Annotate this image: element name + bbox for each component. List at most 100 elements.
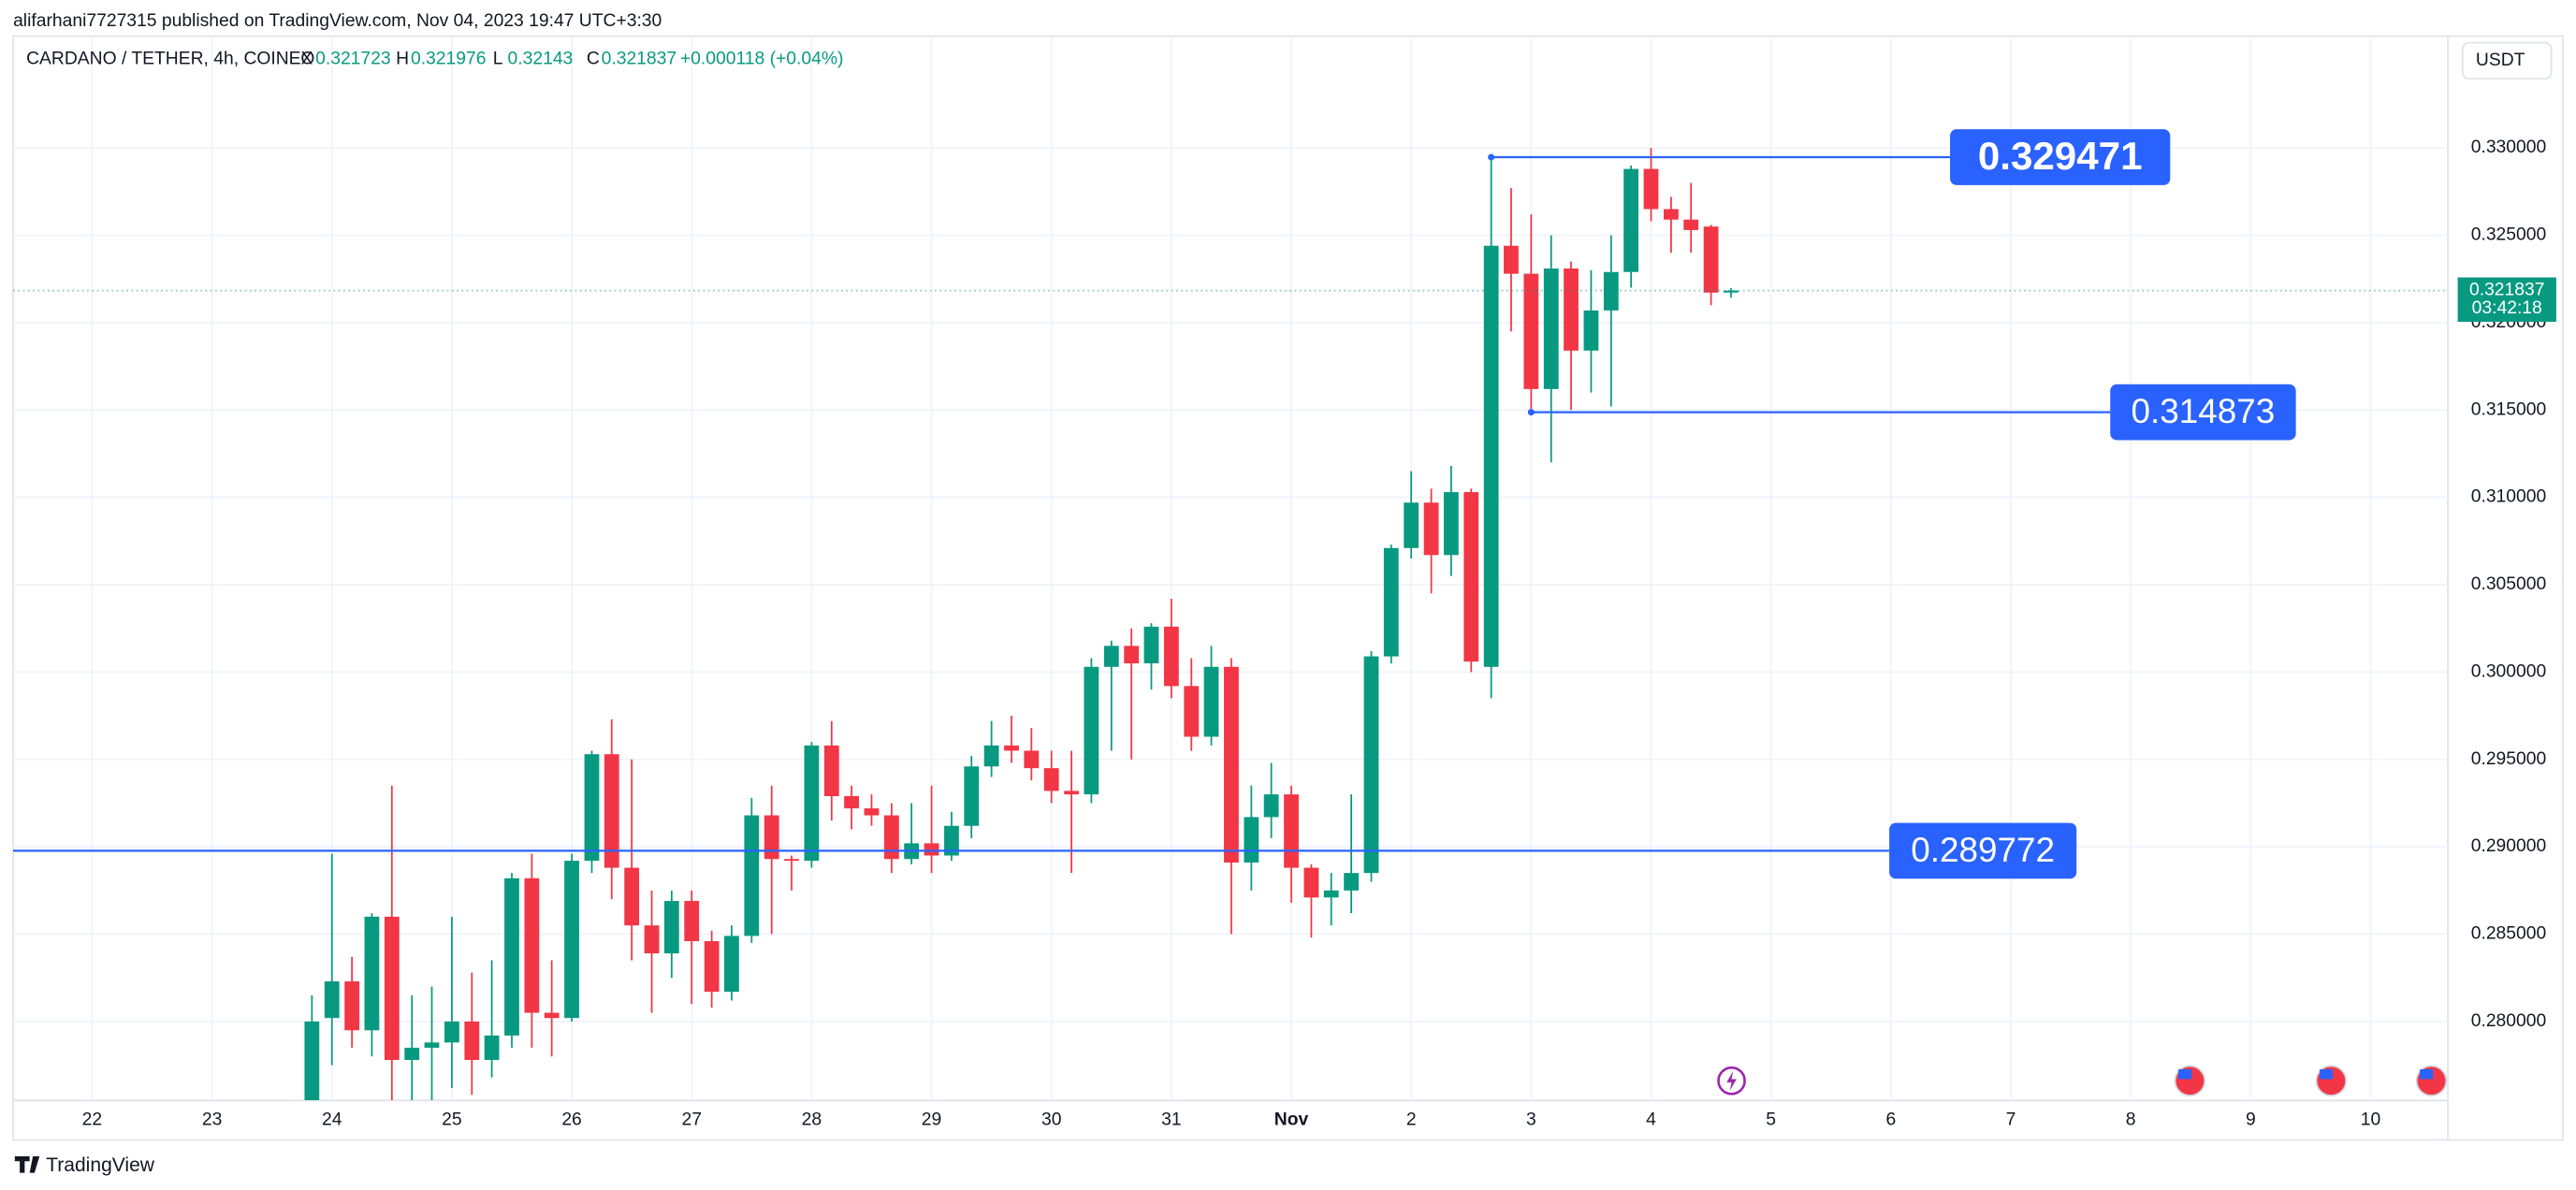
legend-value: 0.321976 — [411, 49, 487, 68]
logo-text[interactable]: TradingView — [46, 1154, 155, 1176]
candle-body — [944, 825, 959, 856]
level-label-box — [1950, 129, 2171, 185]
y-tick-label: 0.295000 — [2471, 749, 2547, 769]
candle-body — [1043, 768, 1059, 791]
candle-body — [484, 1035, 500, 1060]
candle-body — [723, 936, 739, 993]
candle-body — [684, 901, 700, 941]
currency-button[interactable] — [2461, 41, 2553, 80]
legend-value: 0.321723 — [315, 49, 391, 68]
x-tick-label: 27 — [681, 1110, 701, 1129]
candle-body — [564, 861, 579, 1019]
y-tick-label: 0.305000 — [2471, 574, 2547, 594]
candle-body — [1064, 791, 1080, 795]
candle-body — [704, 940, 720, 993]
currency-label[interactable]: USDT — [2476, 51, 2525, 70]
candle-body — [1344, 873, 1360, 891]
candle-body — [1363, 656, 1379, 874]
level-label: 0.329471 — [1978, 134, 2143, 178]
legend-value: 0.321837 — [602, 49, 677, 68]
x-tick-label: 23 — [202, 1110, 222, 1129]
x-tick-label: 9 — [2246, 1110, 2256, 1129]
candle-body — [444, 1021, 459, 1043]
y-tick-label: 0.310000 — [2471, 487, 2547, 507]
candle-body — [744, 815, 760, 936]
candle-body — [1423, 502, 1439, 556]
candle-body — [1463, 492, 1479, 662]
candle-body — [1703, 226, 1719, 293]
legend-key: H — [396, 49, 409, 68]
candle-body — [1583, 310, 1599, 351]
last-price-tag — [2457, 277, 2556, 322]
candle-body — [784, 859, 799, 862]
candle-body — [464, 1021, 480, 1060]
x-tick-label: 26 — [561, 1110, 581, 1129]
x-tick-label: 29 — [922, 1110, 941, 1129]
candle-body — [1004, 745, 1019, 751]
level-anchor — [1488, 153, 1495, 161]
candle-body — [1323, 890, 1339, 898]
candle-body — [924, 843, 939, 856]
x-tick-label: 24 — [322, 1110, 342, 1129]
candle-body — [1404, 502, 1419, 548]
candle-body — [544, 1012, 560, 1019]
candle-body — [1244, 817, 1259, 863]
x-tick-label: 8 — [2126, 1110, 2136, 1129]
x-tick-label: 31 — [1161, 1110, 1181, 1129]
candle-body — [364, 916, 380, 1031]
grid — [13, 36, 2449, 1101]
legend-key: C — [587, 49, 600, 68]
x-tick-label: 7 — [2006, 1110, 2016, 1129]
candle-body — [864, 808, 880, 816]
level-label: 0.314873 — [2132, 392, 2276, 430]
candle-body — [504, 878, 519, 1036]
y-tick-label: 0.325000 — [2471, 225, 2547, 245]
candle-body — [964, 766, 980, 826]
legend-value: 0.32143 — [508, 49, 574, 68]
legend-change: +0.000118 (+0.04%) — [680, 49, 844, 68]
candle-body — [1504, 245, 1519, 274]
x-tick-label: 4 — [1646, 1110, 1656, 1129]
candle-body — [384, 916, 400, 1060]
last-price-label: 0.321837 — [2469, 281, 2545, 300]
y-tick-label: 0.285000 — [2471, 924, 2547, 944]
x-tick-label: 2 — [1406, 1110, 1417, 1129]
y-tick-label: 0.290000 — [2471, 836, 2547, 856]
candle-body — [1103, 646, 1119, 667]
candle-body — [404, 1047, 420, 1060]
lightning-icon — [1726, 1070, 1737, 1091]
candle-body — [424, 1042, 440, 1048]
flag-canton — [2178, 1068, 2192, 1080]
candle-body — [1084, 666, 1099, 795]
candle-body — [1143, 626, 1159, 664]
candle-body — [524, 878, 540, 1013]
flag-canton — [2420, 1068, 2434, 1080]
overlay: 0.280000 0.285000 0.290000 0.295000 0.300000… — [13, 49, 2556, 1129]
x-tick-label: 30 — [1041, 1110, 1061, 1129]
candle-body — [1664, 209, 1679, 220]
candle-body — [1643, 168, 1659, 210]
candle-body — [1483, 245, 1499, 667]
legend-key: O — [300, 49, 314, 68]
candle-body — [1443, 492, 1459, 556]
flag-canton — [2320, 1068, 2334, 1080]
candle-body — [1224, 666, 1239, 863]
candle-body — [1284, 794, 1299, 868]
candles — [304, 148, 1739, 1100]
candle-body — [1163, 626, 1179, 687]
published-note: alifarhani7727315 published on TradingVi… — [13, 11, 662, 31]
chart-frame — [12, 35, 2564, 1141]
candle-body — [1523, 273, 1539, 389]
candle-body — [344, 980, 360, 1031]
level-label-box — [2110, 384, 2296, 441]
x-tick-label: 25 — [442, 1110, 461, 1129]
candle-body — [584, 754, 600, 862]
candle-body — [1263, 794, 1279, 818]
candle-body — [804, 745, 820, 862]
y-tick-label: 0.280000 — [2471, 1011, 2547, 1031]
x-tick-label: 3 — [1526, 1110, 1536, 1129]
flag-icons — [2174, 1065, 2448, 1096]
candle-body — [644, 925, 660, 954]
